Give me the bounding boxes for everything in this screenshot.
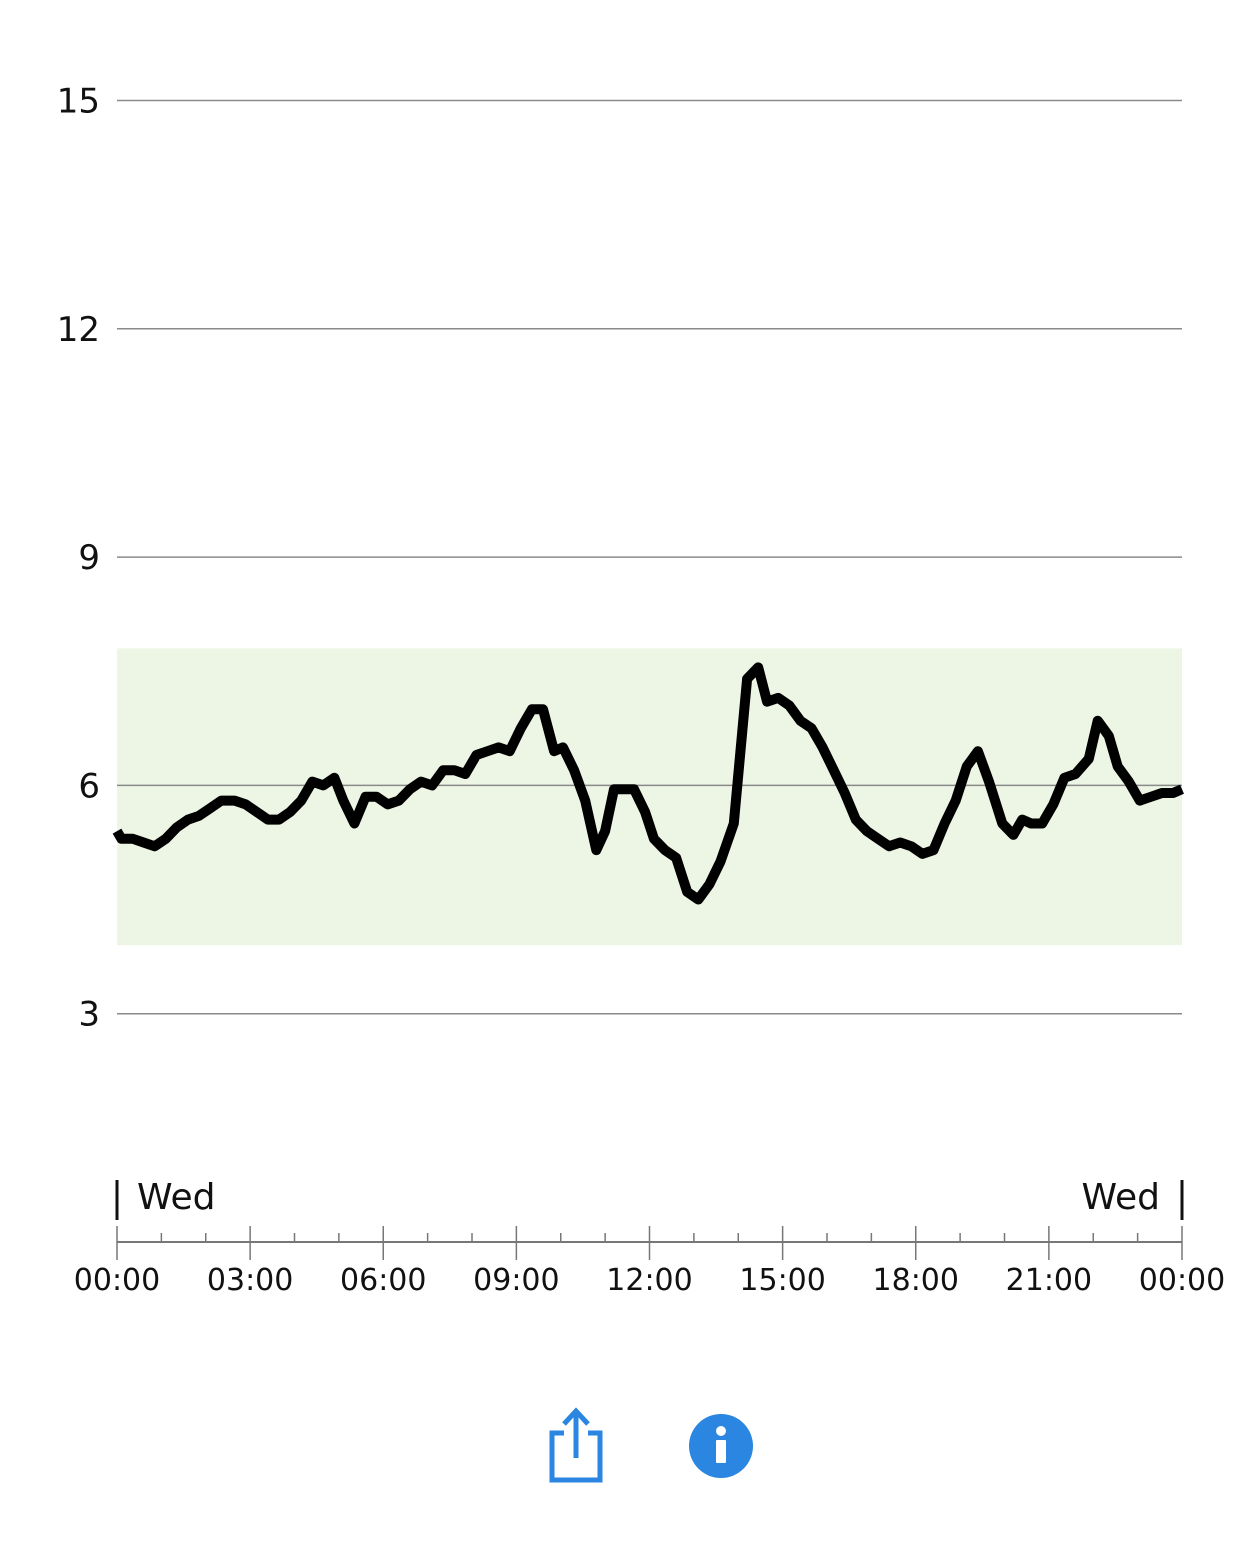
x-tick-label: 00:00 [74,1263,160,1298]
x-tick-label: 12:00 [606,1263,692,1298]
y-tick-label: 15 [57,82,100,122]
day-label-left: Wed [137,1177,216,1218]
share-icon [549,1407,603,1483]
x-axis [116,1226,1183,1260]
x-tick-label: 06:00 [340,1263,426,1298]
glucose-chart: 3 6 9 12 15 00:00 03:00 06:00 09:00 12:00 15:00 18… [57,82,1226,1299]
y-axis-labels: 3 6 9 12 15 [57,82,100,1035]
y-tick-label: 12 [57,310,100,350]
day-markers: Wed Wed [115,1177,1184,1220]
x-tick-label: 15:00 [739,1263,825,1298]
glucose-series-line [112,662,1184,905]
x-tick-label: 00:00 [1139,1263,1225,1298]
grid-lines [117,99,1182,1015]
share-button[interactable] [531,1400,621,1490]
info-button[interactable] [676,1400,766,1490]
x-tick-label: 21:00 [1006,1263,1092,1298]
x-tick-label: 09:00 [473,1263,559,1298]
y-tick-label: 9 [78,538,100,578]
target-range-band [117,648,1182,946]
info-icon [689,1414,753,1478]
y-tick-label: 6 [78,766,100,806]
bottom-toolbar [0,1400,1242,1490]
x-tick-label: 03:00 [207,1263,293,1298]
x-axis-labels: 00:00 03:00 06:00 09:00 12:00 15:00 18:00 21:00… [74,1263,1225,1298]
day-label-right: Wed [1082,1177,1161,1218]
y-tick-label: 3 [78,995,100,1035]
x-tick-label: 18:00 [873,1263,959,1298]
